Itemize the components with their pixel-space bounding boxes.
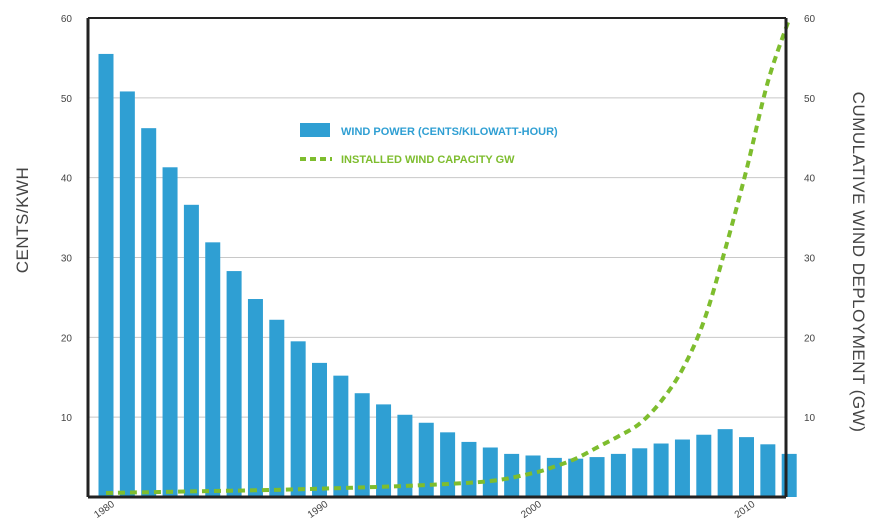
- bar-2002: [568, 458, 584, 497]
- bar-1982: [141, 128, 157, 498]
- x-tick-label: 2010: [733, 499, 758, 521]
- bar-2009: [717, 429, 733, 497]
- bar-1996: [440, 432, 456, 497]
- right-tick-label: 10: [804, 413, 816, 424]
- right-y-ticks: 10 20 30 40 50 60: [804, 14, 816, 424]
- right-tick-label: 60: [804, 14, 816, 25]
- bar-1993: [376, 404, 392, 497]
- left-axis-title: CENTS/KWH: [13, 167, 32, 274]
- legend-label-bars: WIND POWER (CENTS/KILOWATT-HOUR): [341, 126, 558, 138]
- axes: [86, 17, 788, 499]
- left-tick-label: 20: [61, 333, 73, 344]
- bar-1997: [461, 441, 477, 497]
- bar-1984: [183, 204, 199, 497]
- legend-swatch-bars: [300, 123, 330, 137]
- x-tick-label: 1980: [92, 499, 117, 521]
- bar-1990: [312, 362, 327, 497]
- bar-2011: [760, 444, 776, 497]
- left-tick-label: 10: [61, 413, 73, 424]
- legend: WIND POWER (CENTS/KILOWATT-HOUR) INSTALL…: [300, 123, 558, 166]
- x-ticks: 1980 1990 2000 2010: [92, 499, 757, 521]
- left-tick-label: 30: [61, 254, 73, 265]
- legend-label-line: INSTALLED WIND CAPACITY GW: [341, 154, 515, 166]
- right-tick-label: 50: [804, 94, 816, 105]
- bar-1988: [269, 319, 285, 497]
- bar-2003: [589, 457, 605, 497]
- left-tick-label: 60: [61, 14, 73, 25]
- bar-1987: [247, 299, 263, 497]
- bar-1999: [504, 453, 520, 497]
- bar-series: [98, 53, 797, 498]
- bar-1995: [418, 422, 434, 497]
- bar-2010: [739, 437, 754, 497]
- bar-1981: [119, 91, 135, 498]
- bar-1994: [397, 414, 413, 497]
- bar-1985: [205, 242, 221, 497]
- bar-1980: [98, 53, 114, 498]
- bar-2006: [653, 443, 669, 497]
- bar-2007: [674, 439, 690, 497]
- bar-2000: [525, 455, 541, 497]
- right-tick-label: 40: [804, 174, 816, 185]
- x-tick-label: 2000: [519, 499, 544, 521]
- x-tick-label: 1990: [306, 499, 331, 521]
- left-tick-label: 40: [61, 174, 73, 185]
- right-tick-label: 20: [804, 333, 816, 344]
- bar-1983: [162, 167, 178, 497]
- left-tick-label: 50: [61, 94, 73, 105]
- bar-2012: [781, 453, 797, 497]
- right-axis-title: CUMULATIVE WIND DEPLOYMENT (GW): [849, 92, 868, 433]
- bar-1989: [290, 341, 306, 497]
- bar-2004: [610, 453, 626, 497]
- bar-1992: [354, 393, 370, 497]
- bar-1991: [333, 375, 349, 497]
- bar-2005: [632, 448, 648, 497]
- bar-2008: [696, 434, 712, 497]
- bar-1986: [226, 271, 242, 497]
- capacity-line: [105, 18, 792, 496]
- right-tick-label: 30: [804, 254, 816, 265]
- left-y-ticks: 10 20 30 40 50 60: [61, 14, 73, 424]
- bar-1998: [482, 447, 498, 497]
